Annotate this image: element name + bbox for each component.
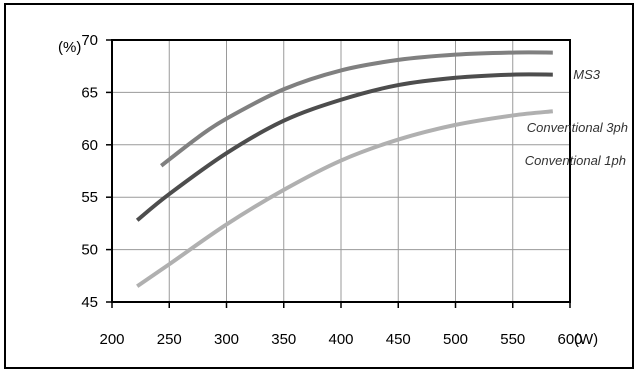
x-tick-label: 500 — [443, 331, 468, 348]
y-tick-label: 70 — [81, 32, 98, 49]
y-axis-ticks: 45 50 55 60 65 70 — [81, 32, 112, 311]
x-tick-label: 450 — [386, 331, 411, 348]
series-label-conventional-1ph: Conventional 1ph — [525, 153, 626, 168]
x-tick-label: 600 — [557, 331, 582, 348]
chart-frame — [4, 3, 634, 369]
x-tick-label: 400 — [328, 331, 353, 348]
x-axis-ticks: 200 250 300 350 400 450 500 550 600 — [99, 302, 583, 348]
series-line-conventional-1ph — [136, 109, 554, 288]
x-tick-label: 250 — [157, 331, 182, 348]
y-tick-label: 55 — [81, 189, 98, 206]
x-tick-label: 550 — [500, 331, 525, 348]
y-tick-label: 45 — [81, 294, 98, 311]
y-tick-label: 65 — [81, 84, 98, 101]
series-labels: MS3 Conventional 3ph Conventional 1ph — [525, 67, 628, 168]
y-axis-unit-label: (%) — [58, 39, 81, 56]
x-tick-label: 300 — [214, 331, 239, 348]
y-tick-label: 50 — [81, 242, 98, 259]
grid-lines — [111, 39, 571, 303]
x-tick-label: 200 — [99, 331, 124, 348]
x-tick-label: 350 — [271, 331, 296, 348]
series-lines — [135, 50, 554, 288]
series-label-ms3: MS3 — [573, 67, 601, 82]
series-line-conventional-3ph — [135, 72, 553, 222]
y-tick-label: 60 — [81, 137, 98, 154]
series-line-ms3 — [160, 50, 553, 168]
x-axis-unit-label: (W) — [574, 331, 598, 348]
series-label-conventional-3ph: Conventional 3ph — [527, 120, 628, 135]
